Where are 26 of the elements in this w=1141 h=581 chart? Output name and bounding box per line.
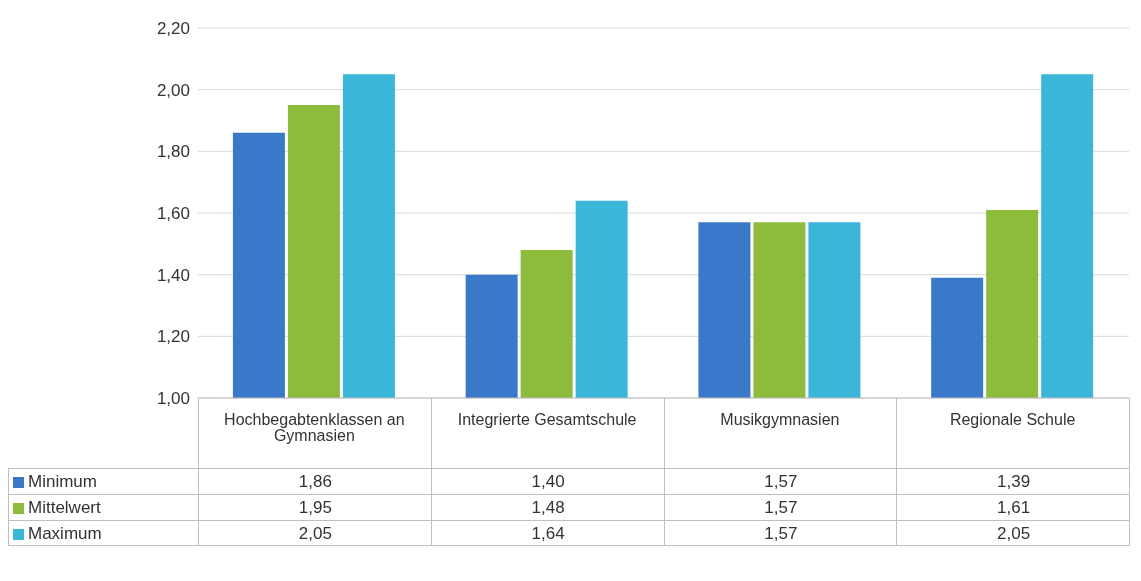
- y-tick-label: 1,80: [156, 142, 190, 162]
- data-label: 1,61: [996, 498, 1032, 518]
- x-tick-label: Musikgymnasien: [720, 411, 840, 429]
- legend-label: Mittelwert: [28, 498, 101, 518]
- data-label: 1,40: [530, 472, 566, 492]
- y-tick-label: 2,20: [156, 19, 190, 39]
- data-label: 1,95: [297, 498, 333, 518]
- legend-label: Minimum: [28, 472, 97, 492]
- y-tick-label: 1,00: [156, 389, 190, 409]
- x-tick-label: Regionale Schule: [949, 411, 1076, 429]
- y-tick-label: 2,00: [156, 80, 190, 100]
- y-tick-label: 1,20: [156, 327, 190, 347]
- legend-label: Maximum: [28, 524, 102, 544]
- data-label: 1,57: [763, 472, 799, 492]
- data-label: 2,05: [297, 524, 333, 544]
- x-tick-label: Hochbegabtenklassen an Gymnasien: [224, 411, 405, 445]
- data-label: 1,57: [763, 498, 799, 518]
- data-label: 1,39: [996, 472, 1032, 492]
- y-tick-label: 1,60: [156, 204, 190, 224]
- data-label: 1,57: [763, 524, 799, 544]
- data-label: 1,64: [530, 524, 566, 544]
- data-label: 1,48: [530, 498, 566, 518]
- x-tick-label: Integrierte Gesamtschule: [457, 411, 637, 429]
- data-label: 2,05: [996, 524, 1032, 544]
- data-label: 1,86: [297, 472, 333, 492]
- y-tick-label: 1,40: [156, 265, 190, 285]
